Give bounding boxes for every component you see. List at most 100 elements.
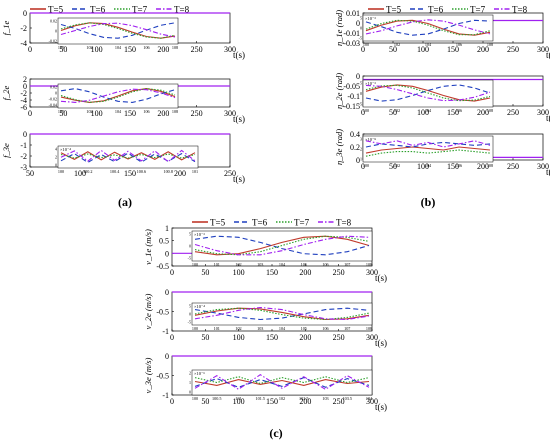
inset-x-tick-label: 100 xyxy=(363,108,369,113)
inset-x-tick-label: 107 xyxy=(344,262,350,267)
inset-x-tick-label: 103 xyxy=(257,326,263,331)
legend-label: T=8 xyxy=(336,218,352,228)
x-axis-label: t(s) xyxy=(233,114,245,124)
inset-exponent: ×10⁻³ xyxy=(365,16,376,21)
legend-label: T=7 xyxy=(470,5,486,15)
inset-x-tick-label: 100.2 xyxy=(83,169,92,174)
inset-y-tick-label: -5 xyxy=(359,102,362,107)
legend-label: T=6 xyxy=(428,5,444,15)
inset-x-tick-label: 100.8 xyxy=(163,169,172,174)
y-tick-label: -6 xyxy=(20,103,27,112)
y-tick-label: -0.5 xyxy=(156,262,169,271)
x-tick-label: 300 xyxy=(537,108,549,117)
series-line-t8 xyxy=(60,22,176,38)
y-tick-label: 2 xyxy=(23,75,27,84)
inset-exponent: ×10⁻⁴ xyxy=(60,147,71,152)
legend-label: T=7 xyxy=(294,218,310,228)
inset-x-tick-label: 104 xyxy=(425,42,432,47)
y-tick-label: -0.15 xyxy=(343,102,360,111)
x-tick-label: 100 xyxy=(91,45,103,54)
x-tick-label: 300 xyxy=(224,45,236,54)
inset-x-tick-label: 100 xyxy=(192,396,198,401)
x-tick-label: 150 xyxy=(266,397,278,406)
x-tick-label: 0 xyxy=(361,108,365,117)
inset-y-tick-label: 0 xyxy=(360,91,362,96)
x-axis-label: t(s) xyxy=(375,338,387,348)
inset-x-tick-label: 100 xyxy=(58,109,64,114)
y-tick-label: -0.5 xyxy=(156,372,169,381)
inset-y-tick-label: 0 xyxy=(55,91,57,96)
x-tick-label: 200 xyxy=(299,397,311,406)
inset-x-tick-label: 102 xyxy=(86,109,92,114)
inset-y-tick-label: -5 xyxy=(188,256,191,261)
inset-x-tick-label: 101 xyxy=(214,326,220,331)
y-axis-label: f_3e xyxy=(1,143,11,158)
series-line-t6 xyxy=(194,235,370,256)
y-axis-label: η_1e (rad) xyxy=(334,10,344,46)
inset-x-tick-label: 100.4 xyxy=(110,169,120,174)
x-tick-label: 250 xyxy=(191,45,203,54)
inset-exponent: ×10⁻³ xyxy=(194,232,205,237)
x-tick-label: 250 xyxy=(333,268,345,277)
x-axis-label: t(s) xyxy=(546,50,550,60)
series-line-t8 xyxy=(365,19,491,35)
x-tick-label: 150 xyxy=(124,45,136,54)
inset-x-tick-label: 102 xyxy=(235,326,241,331)
inset-x-tick-label: 100.5 xyxy=(212,396,221,401)
y-tick-label: 0 xyxy=(165,288,169,297)
x-axis-label: t(s) xyxy=(233,50,245,60)
inset-frame xyxy=(57,17,179,45)
inset-exponent: ×10⁻³ xyxy=(365,81,376,86)
x-tick-label: 50 xyxy=(59,45,67,54)
x-tick-label: 100 xyxy=(233,397,245,406)
x-tick-label: 300 xyxy=(537,162,549,171)
legend-label: T=7 xyxy=(132,5,148,15)
inset-y-tick-label: 2 xyxy=(360,147,362,152)
inset-y-tick-label: 0 xyxy=(55,163,57,168)
inset-x-tick-label: 106 xyxy=(322,326,328,331)
inset-x-tick-label: 104 xyxy=(279,262,286,267)
series-line-t5 xyxy=(60,151,196,161)
x-tick-label: 0 xyxy=(28,109,32,118)
inset-x-tick-label: 108 xyxy=(366,262,372,267)
inset-x-tick-label: 102 xyxy=(394,108,400,113)
y-tick-label: 0.4 xyxy=(350,130,360,139)
legend-label: T=6 xyxy=(252,218,268,228)
inset-x-tick-label: 102.5 xyxy=(299,396,308,401)
series-line-t8 xyxy=(365,140,491,148)
y-tick-label: 0.5 xyxy=(159,237,169,246)
legend-label: T=5 xyxy=(386,5,402,15)
x-tick-label: 0 xyxy=(28,45,32,54)
y-tick-label: -0.03 xyxy=(343,39,360,48)
y-tick-label: 0 xyxy=(23,82,27,91)
x-axis-label: t(s) xyxy=(546,167,550,177)
x-tick-label: 300 xyxy=(366,397,378,406)
inset-exponent: ×10⁻⁴ xyxy=(194,304,205,309)
inset-x-tick-label: 107 xyxy=(344,326,350,331)
inset-y-tick-label: 3 xyxy=(360,137,362,142)
inset-y-tick-label: 0 xyxy=(189,390,191,395)
inset-frame xyxy=(57,145,199,169)
x-tick-label: 150 xyxy=(447,45,459,54)
inset-exponent: ×10⁻⁸ xyxy=(365,137,376,142)
inset-x-tick-label: 108 xyxy=(172,45,178,50)
y-tick-label: -0.5 xyxy=(156,308,169,317)
inset-frame xyxy=(362,14,494,42)
x-tick-label: 250 xyxy=(507,162,519,171)
x-tick-label: 200 xyxy=(477,108,489,117)
x-tick-label: 50 xyxy=(201,268,209,277)
inset-x-tick-label: 102 xyxy=(86,45,92,50)
inset-x-tick-label: 100 xyxy=(58,45,64,50)
inset-y-tick-label: 2 xyxy=(55,155,57,160)
inset-x-tick-label: 105 xyxy=(301,326,307,331)
panel-label-b: (b) xyxy=(421,195,436,209)
y-tick-label: -4 xyxy=(20,96,27,105)
inset-x-tick-label: 104 xyxy=(279,326,286,331)
inset-y-tick-label: 0.02 xyxy=(50,19,57,24)
inset-x-tick-label: 105 xyxy=(301,262,307,267)
panel-label-c: (c) xyxy=(269,426,282,440)
